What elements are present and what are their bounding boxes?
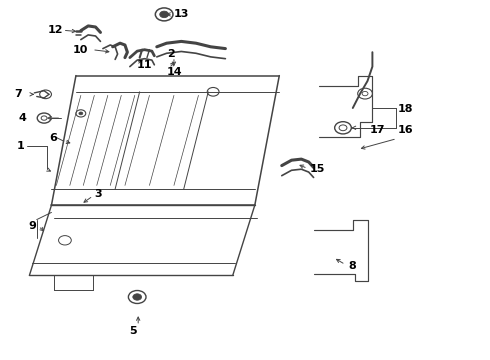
Text: 17: 17: [370, 125, 386, 135]
Text: 13: 13: [174, 9, 189, 19]
Text: 2: 2: [168, 49, 175, 59]
Text: 7: 7: [15, 89, 23, 99]
Text: 5: 5: [129, 326, 137, 336]
Text: 10: 10: [73, 45, 88, 55]
Text: 12: 12: [48, 25, 64, 35]
Text: 9: 9: [28, 221, 36, 231]
Text: 18: 18: [398, 104, 414, 114]
Text: 4: 4: [19, 113, 26, 123]
Circle shape: [79, 112, 83, 115]
Text: 14: 14: [167, 67, 182, 77]
Text: 15: 15: [310, 164, 325, 174]
Text: 16: 16: [398, 125, 414, 135]
Text: 11: 11: [136, 60, 152, 70]
Circle shape: [133, 294, 142, 300]
Text: 6: 6: [49, 132, 57, 143]
Text: 1: 1: [17, 141, 25, 151]
Circle shape: [160, 11, 169, 18]
Text: 3: 3: [95, 189, 102, 199]
Text: 8: 8: [348, 261, 356, 271]
